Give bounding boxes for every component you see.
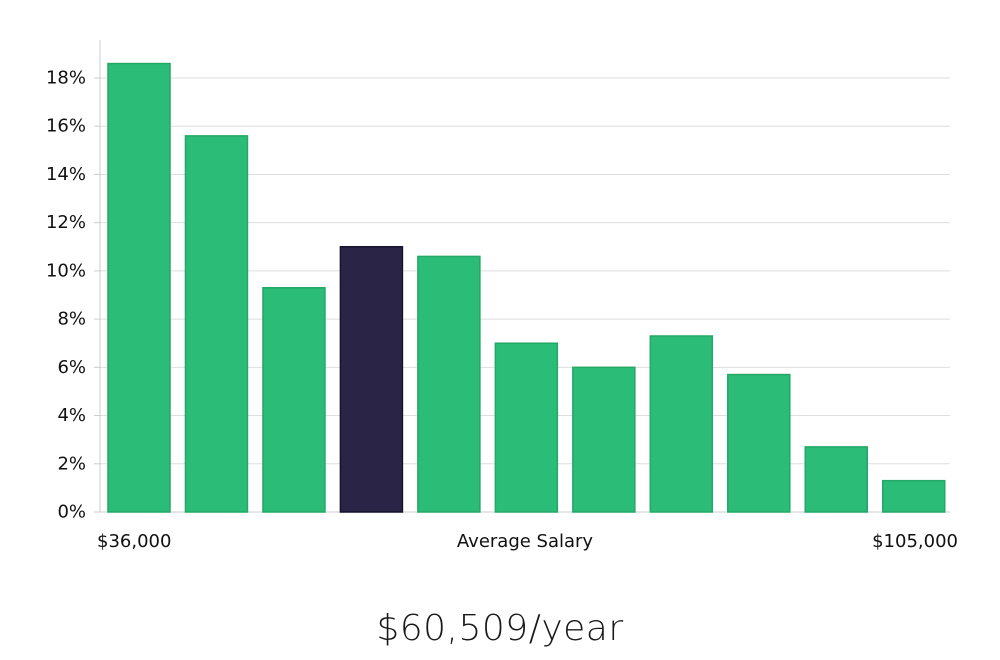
- bar: [184, 135, 249, 513]
- bar: [494, 342, 559, 513]
- y-tick-label: 10%: [46, 260, 86, 281]
- y-axis-ticks: 0% 2% 4% 6% 8% 10% 12% 14% 16% 18%: [46, 68, 100, 523]
- bar: [417, 255, 481, 513]
- x-min-label: $36,000: [97, 531, 171, 552]
- bar: [881, 479, 946, 513]
- y-tick-label: 14%: [46, 164, 86, 185]
- bar: [107, 62, 171, 513]
- y-tick-label: 18%: [46, 68, 86, 89]
- bar: [804, 446, 869, 513]
- y-tick-label: 4%: [57, 405, 86, 426]
- y-tick-label: 16%: [46, 116, 86, 137]
- bar: [572, 366, 636, 513]
- salary-histogram: 0% 2% 4% 6% 8% 10% 12% 14% 16% 18% $36,000 Averag…: [46, 40, 958, 552]
- x-axis-label: Average Salary: [457, 531, 594, 552]
- bar: [262, 287, 326, 513]
- average-salary-readout: $60,509/year: [376, 608, 624, 649]
- y-tick-label: 2%: [57, 453, 86, 474]
- x-max-label: $105,000: [872, 531, 958, 552]
- bar-highlighted: [339, 246, 404, 513]
- bar: [727, 373, 791, 513]
- y-tick-label: 8%: [57, 309, 86, 330]
- y-tick-label: 12%: [46, 212, 86, 233]
- y-tick-label: 0%: [57, 502, 86, 523]
- bars: [107, 62, 946, 513]
- y-tick-label: 6%: [57, 357, 86, 378]
- bar: [649, 335, 714, 513]
